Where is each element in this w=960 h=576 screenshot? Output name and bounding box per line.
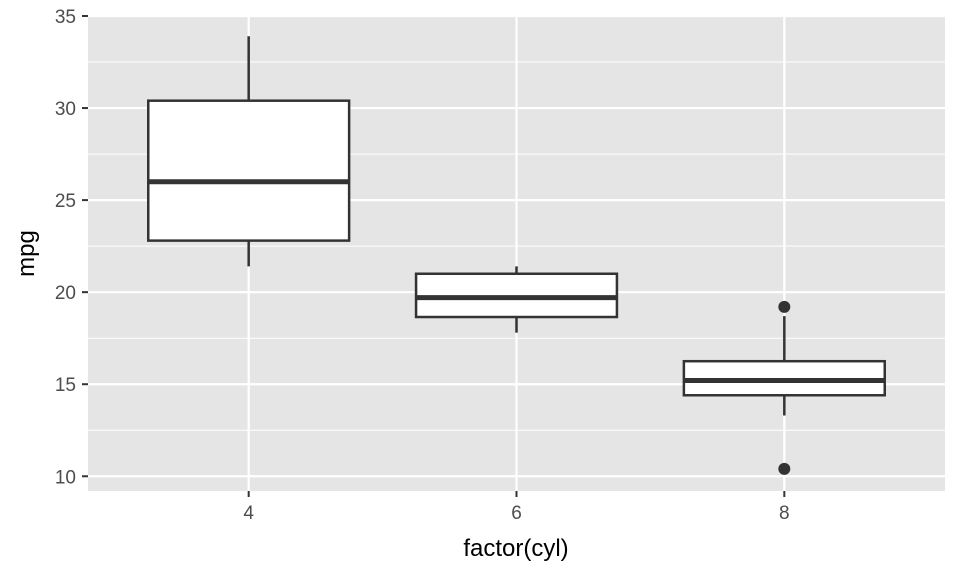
x-tick-label: 4 (243, 503, 254, 524)
boxes (147, 36, 886, 475)
x-tick-label: 6 (511, 503, 522, 524)
x-axis-title: factor(cyl) (463, 535, 568, 562)
y-tick-label: 25 (55, 191, 76, 212)
y-tick-label: 35 (55, 7, 76, 28)
y-tick-label: 15 (55, 375, 76, 396)
outlier-point (778, 462, 791, 475)
y-tick-label: 20 (55, 283, 76, 304)
x-axis: 4 6 8 (243, 491, 790, 524)
box-group-cyl-4 (147, 36, 351, 267)
y-tick-label: 30 (55, 99, 76, 120)
box (147, 99, 351, 242)
outlier-point (778, 300, 791, 313)
y-axis-title: mpg (13, 230, 40, 277)
box-group-cyl-8 (682, 300, 886, 475)
y-tick-label: 10 (55, 467, 76, 488)
box-group-cyl-6 (414, 266, 619, 333)
x-tick-label: 8 (779, 503, 790, 524)
y-axis: 10 15 20 25 30 35 (55, 7, 88, 488)
